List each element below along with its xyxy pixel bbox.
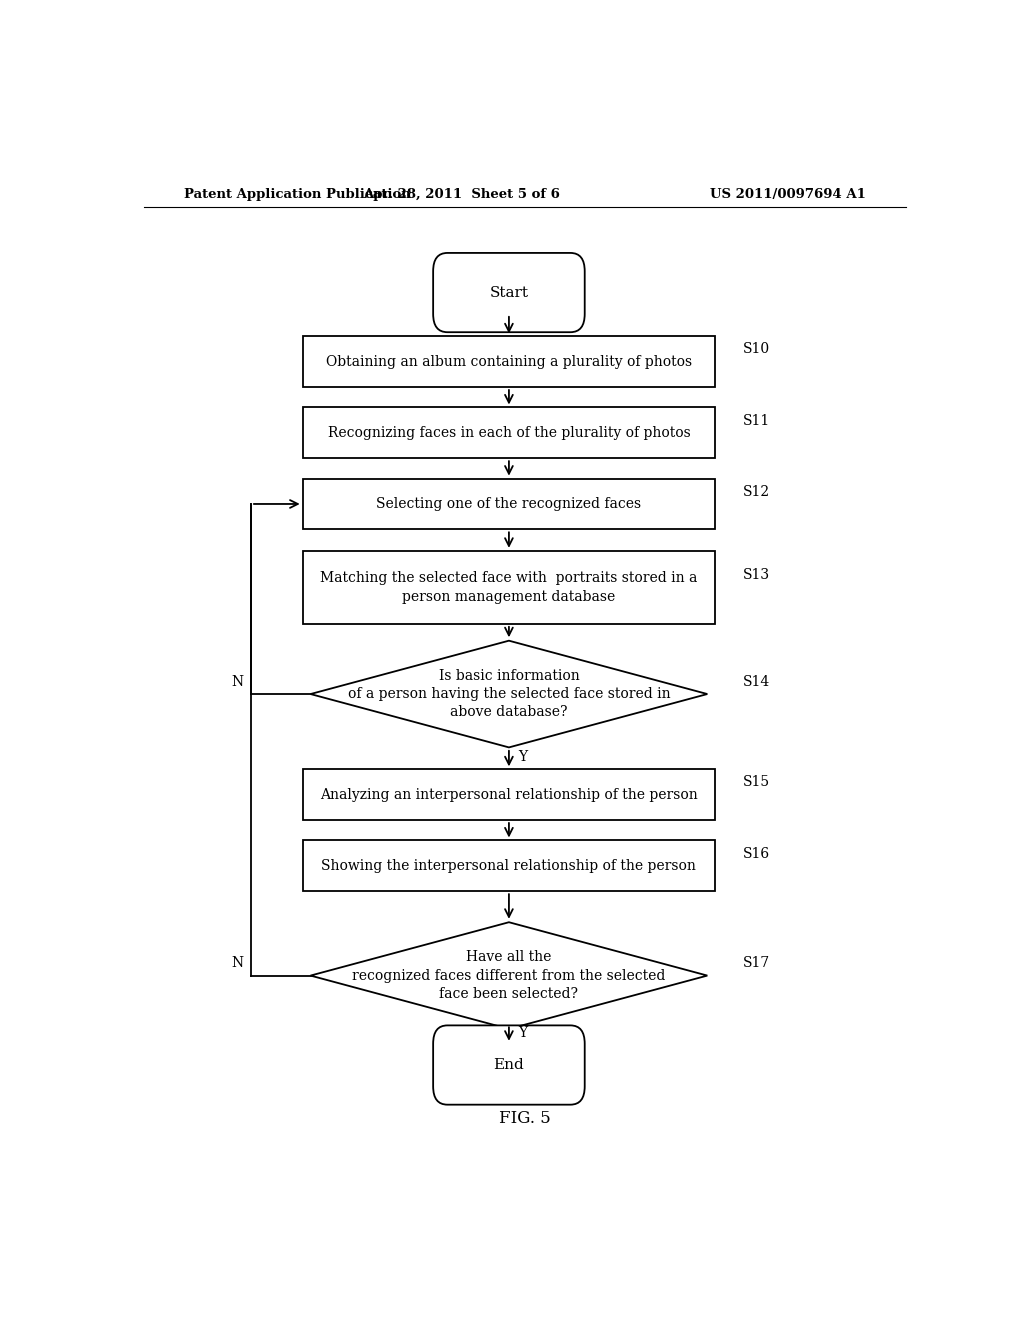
Text: S11: S11 bbox=[743, 413, 770, 428]
Text: Matching the selected face with  portraits stored in a
person management databas: Matching the selected face with portrait… bbox=[321, 572, 697, 603]
FancyBboxPatch shape bbox=[303, 550, 715, 624]
FancyBboxPatch shape bbox=[303, 770, 715, 820]
Text: Analyzing an interpersonal relationship of the person: Analyzing an interpersonal relationship … bbox=[321, 788, 697, 801]
Text: S13: S13 bbox=[743, 568, 770, 582]
Text: Y: Y bbox=[518, 1026, 527, 1040]
FancyBboxPatch shape bbox=[303, 841, 715, 891]
Text: N: N bbox=[231, 675, 244, 689]
FancyBboxPatch shape bbox=[433, 253, 585, 333]
FancyBboxPatch shape bbox=[303, 479, 715, 529]
Text: Patent Application Publication: Patent Application Publication bbox=[183, 189, 411, 202]
Text: Showing the interpersonal relationship of the person: Showing the interpersonal relationship o… bbox=[322, 859, 696, 873]
Text: S12: S12 bbox=[743, 484, 770, 499]
Text: S14: S14 bbox=[743, 675, 770, 689]
Text: S17: S17 bbox=[743, 957, 770, 970]
Text: Y: Y bbox=[518, 750, 527, 764]
Text: US 2011/0097694 A1: US 2011/0097694 A1 bbox=[711, 189, 866, 202]
Text: Have all the
recognized faces different from the selected
face been selected?: Have all the recognized faces different … bbox=[352, 950, 666, 1001]
FancyBboxPatch shape bbox=[433, 1026, 585, 1105]
FancyBboxPatch shape bbox=[303, 408, 715, 458]
Text: S10: S10 bbox=[743, 342, 770, 356]
Text: Obtaining an album containing a plurality of photos: Obtaining an album containing a pluralit… bbox=[326, 355, 692, 368]
FancyBboxPatch shape bbox=[303, 337, 715, 387]
Text: S15: S15 bbox=[743, 775, 770, 789]
Text: Is basic information
of a person having the selected face stored in
above databa: Is basic information of a person having … bbox=[347, 669, 671, 719]
Text: N: N bbox=[231, 957, 244, 970]
Text: S16: S16 bbox=[743, 846, 770, 861]
Text: End: End bbox=[494, 1059, 524, 1072]
Text: Start: Start bbox=[489, 285, 528, 300]
Text: Apr. 28, 2011  Sheet 5 of 6: Apr. 28, 2011 Sheet 5 of 6 bbox=[362, 189, 560, 202]
Polygon shape bbox=[310, 640, 708, 747]
Polygon shape bbox=[310, 923, 708, 1030]
Text: Recognizing faces in each of the plurality of photos: Recognizing faces in each of the plurali… bbox=[328, 426, 690, 440]
Text: FIG. 5: FIG. 5 bbox=[499, 1110, 551, 1127]
Text: Selecting one of the recognized faces: Selecting one of the recognized faces bbox=[377, 496, 641, 511]
